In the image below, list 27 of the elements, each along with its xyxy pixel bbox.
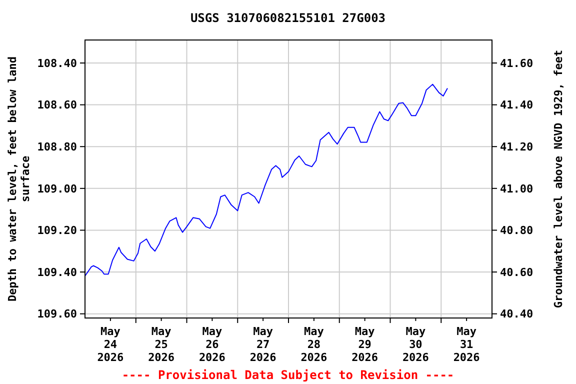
y2-tick-label: 40.80: [500, 224, 534, 238]
y-tick-label: 109.60: [37, 308, 77, 321]
x-tick-label: May 27 2026: [250, 325, 277, 364]
y-axis-title: Depth to water level, feet below land surface: [6, 56, 32, 302]
y2-tick-label: 40.40: [500, 308, 534, 321]
x-tick-label: May 30 2026: [402, 325, 430, 364]
x-tick-label: May 24 2026: [97, 325, 124, 364]
y-tick-label: 109.00: [37, 182, 77, 196]
y2-tick-label: 41.20: [500, 140, 534, 154]
y2-tick-label: 41.40: [500, 98, 534, 112]
y2-tick-label: 41.00: [500, 182, 534, 196]
x-tick-label: May 31 2026: [453, 325, 480, 364]
y-tick-label: 108.80: [37, 140, 77, 154]
y2-axis-title: Groundwater level above NGVD 1929, feet: [552, 50, 565, 308]
x-tick-label: May 26 2026: [198, 325, 226, 364]
text: ---- Provisional Data Subject to Revision ----: [122, 368, 454, 382]
y-tick-label: 109.40: [37, 266, 77, 279]
y-tick-label: 109.20: [37, 224, 77, 238]
y-tick-label: 108.60: [37, 98, 77, 112]
x-tick-label: May 28 2026: [300, 325, 328, 364]
y-tick-label: 108.40: [37, 56, 77, 70]
line-series: [85, 84, 448, 276]
x-tick-label: May 29 2026: [352, 325, 378, 364]
y2-tick-label: 40.60: [500, 266, 534, 279]
x-tick-label: May 25 2026: [148, 325, 175, 364]
chart-title: USGS 310706082155101 27G003: [190, 11, 386, 25]
y2-tick-label: 41.60: [500, 56, 534, 70]
